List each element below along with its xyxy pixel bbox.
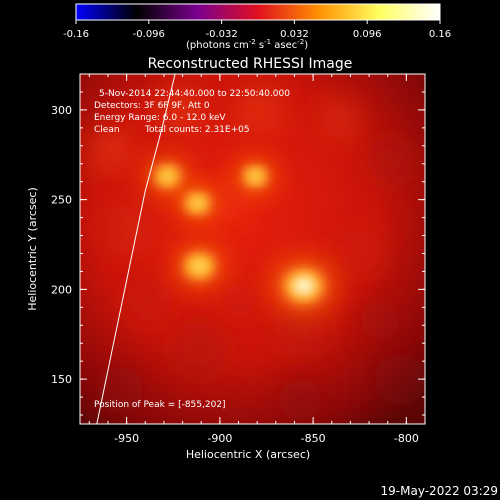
y-axis-label: Heliocentric Y (arcsec) — [26, 187, 39, 311]
colorbar-ticks: -0.16 -0.096 -0.032 0.032 0.096 0.16 — [63, 20, 451, 40]
texture-blotch — [172, 322, 228, 378]
timestamp: 19-May-2022 03:29 — [381, 484, 498, 498]
y-axis: 150 200 250 300 — [51, 73, 425, 416]
colorbar-unit-label: (photons cm-2 s-1 asec-2) — [186, 38, 308, 51]
y-tick-label: 200 — [51, 283, 72, 296]
chart-title: Reconstructed RHESSI Image — [148, 56, 353, 72]
y-tick-label: 250 — [51, 194, 72, 207]
texture-blotch — [366, 136, 414, 184]
texture-blotch — [104, 204, 156, 256]
colorbar-tick-label: -0.16 — [63, 29, 89, 40]
texture-blotch — [210, 180, 250, 220]
colorbar-gradient — [75, 3, 441, 21]
texture-blotch — [160, 90, 200, 130]
image-annotations: 5-Nov-2014 22:44:40.000 to 22:50:40.000 … — [94, 89, 290, 410]
texture-blotch — [274, 304, 326, 356]
x-tick-label: -800 — [394, 432, 419, 445]
y-tick-label: 300 — [51, 104, 72, 117]
colorbar: -0.16 -0.096 -0.032 0.032 0.096 0.16 (photons… — [63, 3, 451, 51]
source-core — [160, 170, 175, 183]
detectors-text: Detectors: 3F 6F 9F, Att 0 — [94, 101, 210, 111]
colorbar-tick-label: 0.032 — [280, 29, 309, 40]
source-core — [292, 276, 315, 295]
texture-blotch — [126, 276, 174, 324]
source-core — [190, 259, 208, 274]
texture-blotch — [96, 366, 144, 414]
x-tick-label: -950 — [114, 432, 139, 445]
texture-blotch — [278, 378, 322, 422]
colorbar-tick-label: 0.16 — [429, 29, 451, 40]
colorbar-tick-label: -0.096 — [133, 29, 165, 40]
x-tick-label: -900 — [207, 432, 232, 445]
texture-blotch — [88, 128, 132, 172]
colorbar-tick-label: 0.096 — [353, 29, 382, 40]
texture-blotch — [320, 100, 360, 140]
method-text: Clean — [94, 125, 120, 135]
heatmap-sources — [146, 158, 336, 313]
source-core — [190, 197, 205, 210]
source-core — [248, 170, 263, 183]
peak-position-text: Position of Peak = [-855,202] — [94, 400, 226, 410]
x-tick-label: -850 — [301, 432, 326, 445]
texture-blotch — [374, 354, 425, 406]
x-axis: -950 -900 -850 -800 — [88, 74, 426, 445]
colorbar-tick-label: -0.032 — [205, 29, 237, 40]
heatmap-texture — [88, 86, 425, 422]
solar-limb-curve — [96, 74, 176, 424]
texture-blotch — [360, 300, 400, 340]
texture-blotch — [338, 228, 382, 272]
total-counts-text: Total counts: 2.31E+05 — [144, 125, 250, 135]
texture-blotch — [236, 86, 284, 134]
time-range-text: 5-Nov-2014 22:44:40.000 to 22:50:40.000 — [99, 89, 290, 99]
energy-range-text: Energy Range: 6.0 - 12.0 keV — [94, 113, 226, 123]
heatmap-image — [80, 74, 425, 424]
x-axis-label: Heliocentric X (arcsec) — [186, 448, 310, 461]
y-tick-label: 150 — [51, 373, 72, 386]
texture-blotch — [222, 282, 258, 318]
plot-frame — [79, 73, 426, 425]
